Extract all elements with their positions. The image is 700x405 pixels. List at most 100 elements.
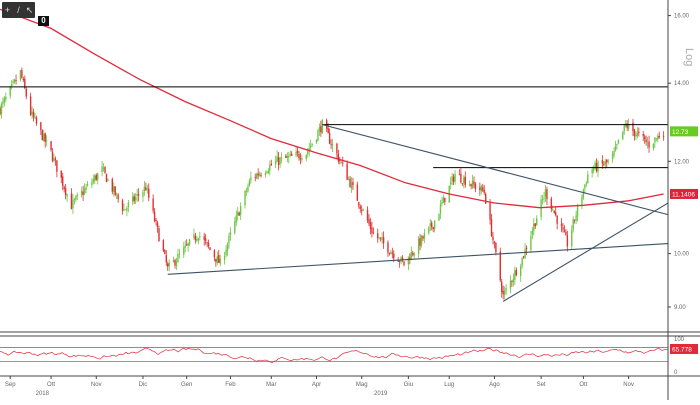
candle-body <box>75 196 77 200</box>
candle-body <box>544 189 547 197</box>
candle-body <box>215 258 217 262</box>
candle-body <box>148 188 150 198</box>
candle-body <box>489 202 491 220</box>
candle-body <box>581 196 583 205</box>
candle-body <box>82 191 84 195</box>
candle-body <box>248 180 251 186</box>
candle-body <box>413 252 415 256</box>
candle-body <box>142 191 144 197</box>
candle-body <box>10 83 13 86</box>
x-month-label: Mar <box>266 382 276 388</box>
candle-body <box>298 153 300 159</box>
candle-body <box>167 263 169 267</box>
candle-body <box>652 143 655 149</box>
candle-body <box>645 139 647 143</box>
candle-body <box>572 219 574 230</box>
candle-body <box>390 252 392 255</box>
candle-body <box>398 261 401 263</box>
candle-body <box>604 161 606 165</box>
edit-icon[interactable]: / <box>17 5 20 15</box>
candle-body <box>280 157 283 160</box>
last-price-badge-text: 12.73 <box>672 129 689 136</box>
candle-body <box>22 79 25 80</box>
candle-body <box>104 166 106 173</box>
candle-body <box>111 178 114 192</box>
x-month-label: Ott <box>579 382 587 388</box>
candle-body <box>277 157 280 165</box>
candle-body <box>428 226 430 233</box>
candle-body <box>454 173 456 182</box>
y-tick-label: 10.00 <box>674 252 690 258</box>
x-month-label: Gen <box>181 382 192 388</box>
candle-body <box>270 163 272 166</box>
candle-body <box>258 173 261 176</box>
candle-body <box>276 156 278 162</box>
candle-body <box>479 187 481 190</box>
candle-body <box>289 154 291 156</box>
candle-body <box>511 281 513 282</box>
candle-body <box>21 70 23 78</box>
plus-icon[interactable]: + <box>4 5 11 15</box>
candle-body <box>260 175 262 177</box>
candle-body <box>286 155 289 158</box>
candle-body <box>362 209 364 211</box>
candle-body <box>648 141 650 148</box>
candle-body <box>146 188 149 190</box>
candle-body <box>184 245 186 248</box>
candle-body <box>483 190 485 193</box>
candle-body <box>34 117 36 118</box>
candle-body <box>591 169 593 174</box>
candle-body <box>121 200 124 211</box>
y-tick-label: 12.00 <box>674 159 690 165</box>
cursor-icon[interactable]: ↖ <box>25 5 34 15</box>
candle-body <box>514 270 516 280</box>
candle-body <box>519 266 522 277</box>
x-month-label: Feb <box>225 382 236 388</box>
candle-body <box>288 156 290 158</box>
candle-body <box>70 193 73 210</box>
candle-body <box>533 223 535 232</box>
candle-body <box>50 141 52 151</box>
candle-body <box>19 70 22 80</box>
candle-body <box>369 222 372 229</box>
candle-body <box>13 79 16 82</box>
candle-body <box>234 221 236 233</box>
candle-body <box>321 120 324 134</box>
candle-body <box>156 222 159 228</box>
candle-body <box>550 198 553 210</box>
candle-body <box>194 235 197 241</box>
candle-body <box>584 184 586 189</box>
candle-body <box>207 242 210 247</box>
candle-body <box>318 127 321 132</box>
candle-body <box>607 160 609 162</box>
candle-body <box>132 196 134 202</box>
candle-body <box>267 170 270 173</box>
candle-body <box>237 211 239 216</box>
candle-body <box>86 183 89 186</box>
candle-body <box>470 184 472 186</box>
candle-body <box>336 143 338 154</box>
candle-body <box>401 257 404 261</box>
candle-body <box>429 223 431 227</box>
candle-body <box>62 176 64 187</box>
candle-body <box>393 253 395 259</box>
candle-body <box>643 136 646 139</box>
candle-body <box>85 186 87 190</box>
candle-body <box>213 250 216 258</box>
candle-body <box>613 150 615 156</box>
candle-body <box>188 239 191 245</box>
candle-body <box>255 173 258 179</box>
candle-body <box>76 194 79 197</box>
x-month-label: Sep <box>5 382 16 388</box>
candle-body <box>347 178 350 180</box>
candle-body <box>0 107 1 115</box>
candle-body <box>654 137 656 143</box>
candle-body <box>420 235 423 246</box>
candle-body <box>94 175 96 181</box>
x-year-label: 2018 <box>36 391 50 397</box>
candle-body <box>473 181 475 185</box>
candle-body <box>315 139 318 143</box>
candle-body <box>356 184 359 201</box>
candle-body <box>226 243 229 251</box>
candle-body <box>291 153 293 156</box>
